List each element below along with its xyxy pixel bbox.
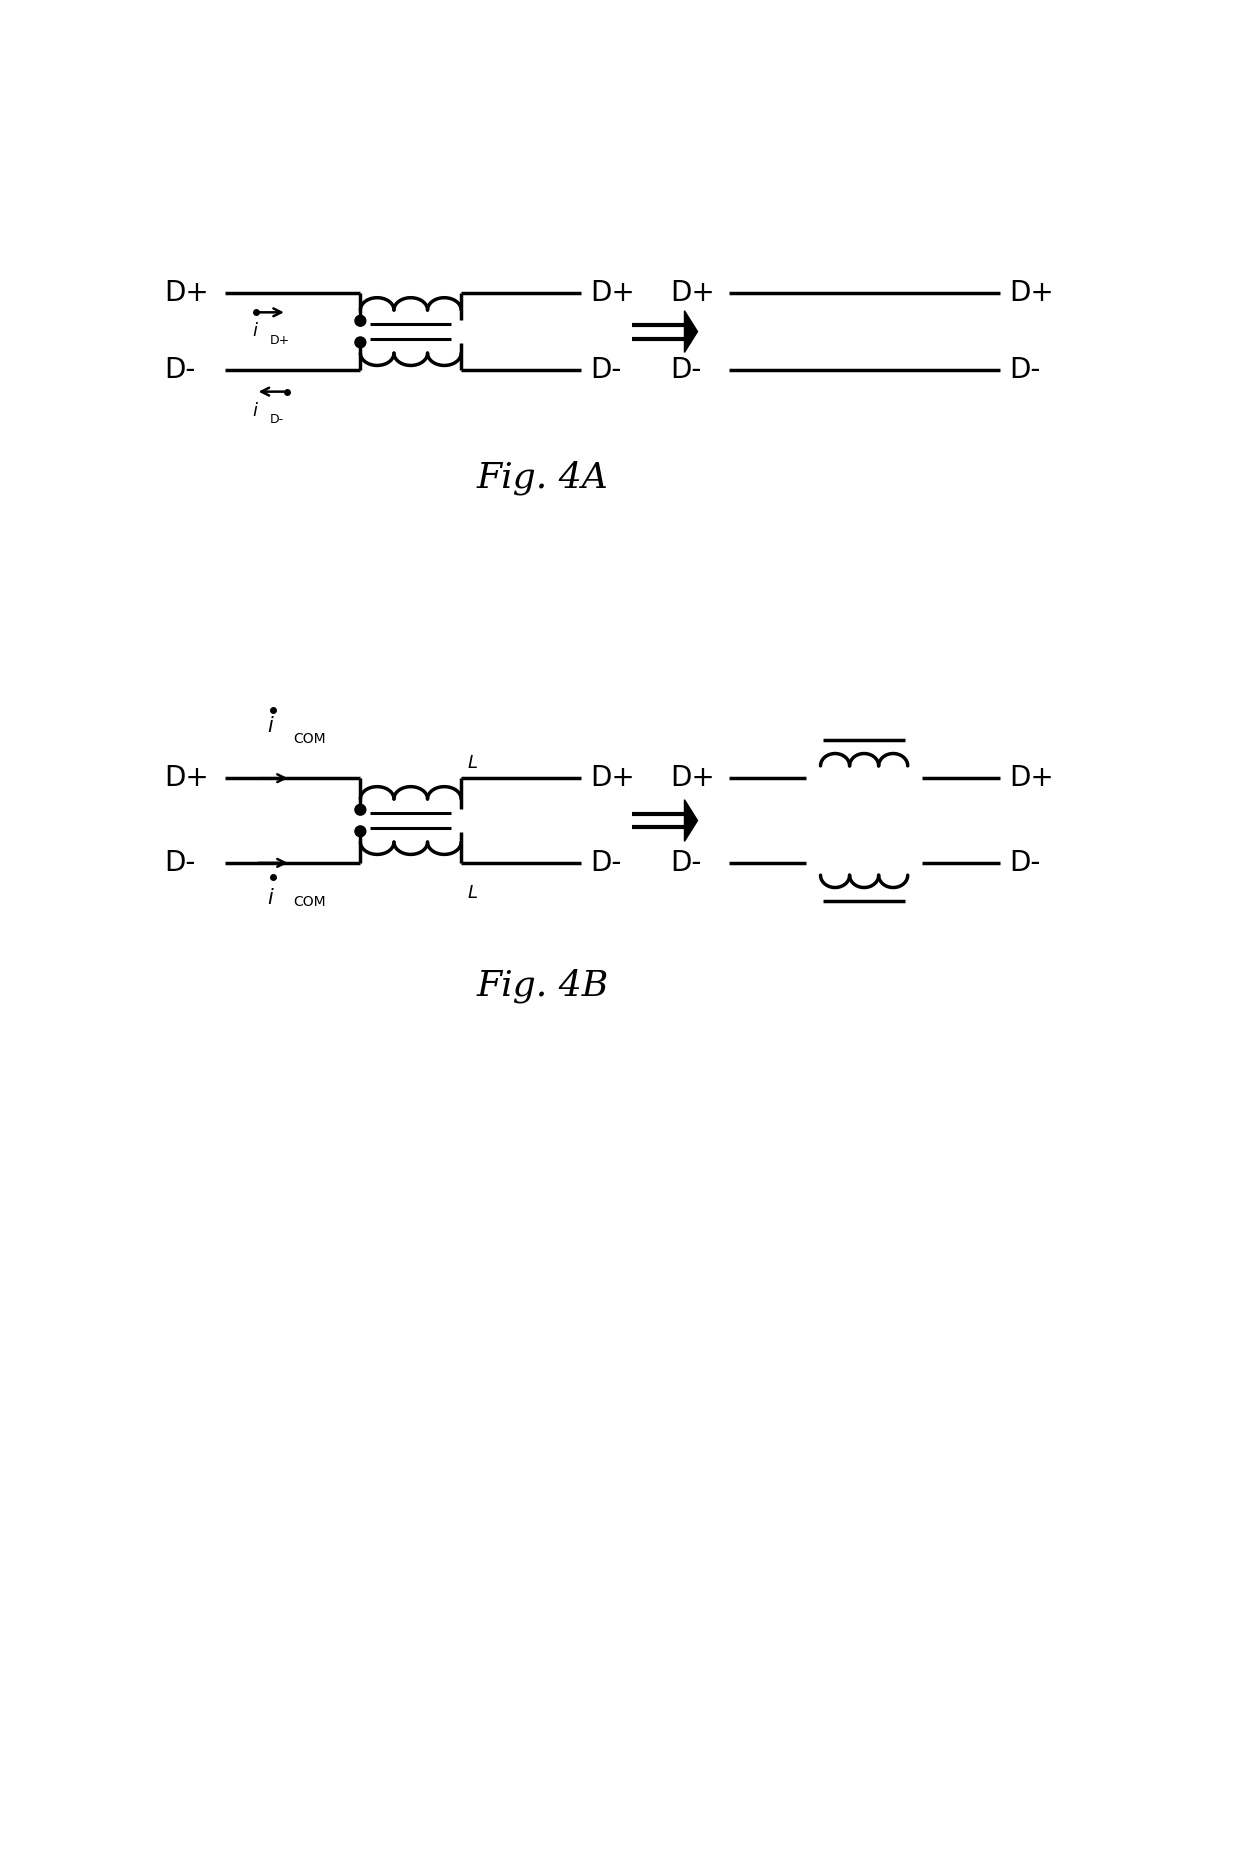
Text: D-: D- (1009, 356, 1040, 383)
Text: D-: D- (1009, 848, 1040, 876)
Text: D+: D+ (671, 280, 715, 307)
Text: $i$: $i$ (252, 402, 259, 420)
Text: D+: D+ (1009, 280, 1054, 307)
Polygon shape (684, 311, 697, 352)
Text: D+: D+ (671, 765, 715, 793)
Text: D+: D+ (1009, 765, 1054, 793)
Circle shape (355, 804, 366, 815)
Text: L: L (467, 885, 477, 902)
Text: Fig. 4B: Fig. 4B (476, 969, 609, 1004)
Text: D+: D+ (590, 280, 635, 307)
Text: D-: D- (671, 356, 702, 383)
Text: D-: D- (164, 848, 196, 876)
Text: D+: D+ (270, 333, 290, 346)
Text: D+: D+ (590, 765, 635, 793)
Polygon shape (684, 800, 697, 841)
Text: D-: D- (270, 413, 284, 426)
Text: D+: D+ (164, 280, 210, 307)
Text: Fig. 4A: Fig. 4A (476, 461, 609, 494)
Text: D+: D+ (164, 765, 210, 793)
Text: COM: COM (293, 895, 326, 909)
Circle shape (355, 315, 366, 326)
Text: D-: D- (590, 356, 622, 383)
Circle shape (355, 826, 366, 837)
Text: $i$: $i$ (268, 717, 275, 735)
Text: $i$: $i$ (252, 322, 259, 341)
Text: L: L (467, 754, 477, 772)
Text: D-: D- (671, 848, 702, 876)
Circle shape (355, 337, 366, 348)
Text: D-: D- (590, 848, 622, 876)
Text: $i$: $i$ (268, 887, 275, 907)
Text: D-: D- (164, 356, 196, 383)
Text: COM: COM (293, 732, 326, 746)
